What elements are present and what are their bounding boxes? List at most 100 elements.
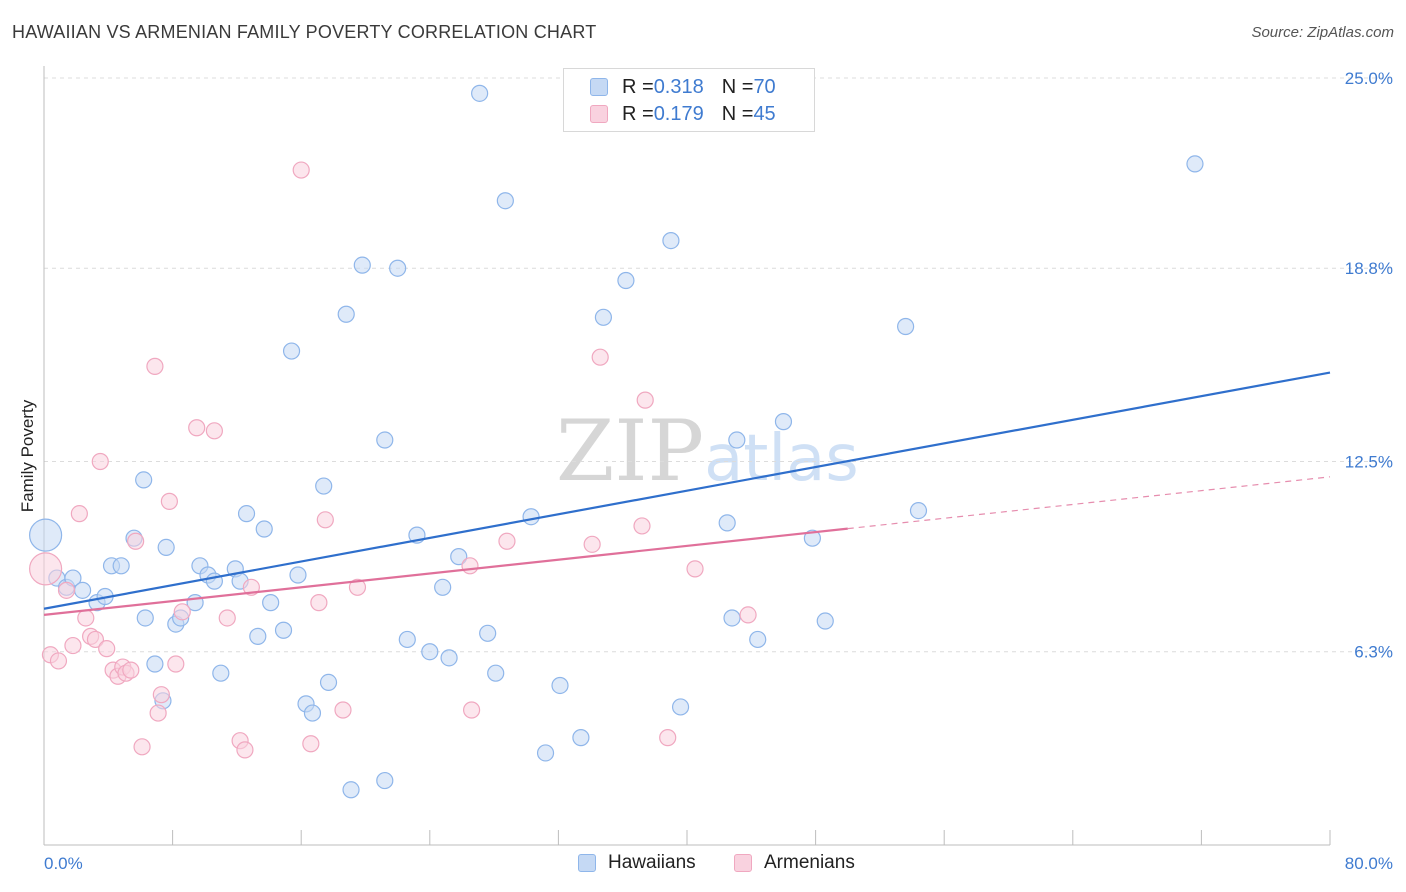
armenians-point xyxy=(64,636,82,655)
armenians-point xyxy=(167,655,185,673)
y-tick-label: 6.3% xyxy=(1354,643,1393,662)
hawaiians-point xyxy=(718,514,736,532)
legend-n-label: N = xyxy=(721,75,754,98)
hawaiians-point xyxy=(496,192,514,210)
series-legend: Hawaiians Armenians xyxy=(0,852,1406,876)
hawaiians-point xyxy=(671,698,690,716)
armenians-swatch xyxy=(590,105,608,123)
armenians-point xyxy=(461,557,479,575)
legend-r-label: R = xyxy=(622,75,654,98)
hawaiians-point xyxy=(389,259,407,277)
x-tick-label: 0.0% xyxy=(44,854,83,873)
hawaiians-point xyxy=(816,612,834,630)
y-tick-label: 18.8% xyxy=(1345,259,1393,278)
armenians-point xyxy=(49,652,68,670)
chart-title: HAWAIIAN VS ARMENIAN FAMILY POVERTY CORR… xyxy=(12,22,597,42)
hawaiians-point xyxy=(157,538,175,557)
legend-label-armenians: Armenians xyxy=(764,852,855,873)
hawaiians-point xyxy=(315,477,333,495)
armenians-point xyxy=(334,701,352,719)
armenians-trend-extension xyxy=(847,476,1331,530)
correlation-legend: R = 0.318 N = 70 R = 0.179 N = 45 xyxy=(563,68,815,132)
legend-n-value-hawaiians: 70 xyxy=(753,75,776,98)
armenians-point xyxy=(98,640,116,658)
hawaiians-point xyxy=(536,744,555,762)
hawaiians-point xyxy=(440,649,458,667)
armenians-point xyxy=(77,609,95,627)
legend-n-value-armenians: 45 xyxy=(753,102,776,125)
armenians-point xyxy=(218,609,236,627)
legend-item-hawaiians[interactable]: Hawaiians xyxy=(578,852,696,874)
hawaiians-point xyxy=(303,704,322,722)
tick-labels: 6.3% 12.5% 18.8% 25.0% 0.0% 80.0% xyxy=(44,69,1393,873)
hawaiians-point xyxy=(255,520,273,538)
armenians-point xyxy=(188,419,206,437)
armenians-point xyxy=(583,535,601,553)
armenians-point xyxy=(636,391,654,409)
legend-row-hawaiians: R = 0.318 N = 70 xyxy=(590,74,776,100)
armenians-point xyxy=(91,452,109,471)
hawaiians-point xyxy=(249,627,267,645)
hawaiians-point xyxy=(29,518,63,552)
hawaiians-point xyxy=(723,609,741,627)
hawaiians-point xyxy=(450,548,468,566)
legend-row-armenians: R = 0.179 N = 45 xyxy=(590,101,776,127)
armenians-point xyxy=(236,741,254,759)
armenians-point xyxy=(316,511,334,529)
axes xyxy=(43,66,1331,846)
hawaiians-point xyxy=(572,729,590,747)
armenians-point xyxy=(633,517,651,535)
hawaiians-point xyxy=(212,664,230,682)
legend-r-value-hawaiians: 0.318 xyxy=(653,75,704,98)
trend-lines xyxy=(43,371,1331,616)
hawaiians-point xyxy=(112,557,130,575)
y-tick-label: 25.0% xyxy=(1345,69,1393,88)
armenians-point xyxy=(127,532,145,550)
hawaiians-point xyxy=(337,305,355,323)
armenians-point xyxy=(739,606,757,624)
armenians-point xyxy=(149,704,167,722)
hawaiians-swatch xyxy=(590,78,608,96)
hawaiians-point xyxy=(289,566,307,584)
y-tick-label: 12.5% xyxy=(1345,453,1393,472)
data-points xyxy=(29,84,1204,799)
armenians-trend-line xyxy=(43,527,848,616)
hawaiians-point xyxy=(146,655,164,673)
armenians-point xyxy=(462,701,481,719)
hawaiians-point xyxy=(662,232,680,250)
armenians-point xyxy=(348,578,367,596)
zipatlas-watermark: ZIPatlas xyxy=(556,402,859,500)
hawaiians-point xyxy=(897,317,915,336)
hawaiians-point xyxy=(282,342,301,360)
x-tick-label: 80.0% xyxy=(1345,854,1393,873)
armenians-point xyxy=(659,729,677,747)
hawaiians-point xyxy=(135,471,153,489)
legend-r-value-armenians: 0.179 xyxy=(653,102,704,125)
hawaiians-point xyxy=(728,431,746,449)
hawaiians-point xyxy=(237,505,256,523)
legend-r-label: R = xyxy=(622,102,654,125)
hawaiians-point xyxy=(342,781,360,799)
hawaiians-point xyxy=(421,643,439,661)
hawaiians-point xyxy=(398,630,416,649)
armenians-point xyxy=(498,532,516,550)
armenians-point xyxy=(29,552,63,586)
armenians-point xyxy=(57,581,76,599)
hawaiians-point xyxy=(353,256,371,274)
legend-n-label: N = xyxy=(721,102,754,125)
legend-label-hawaiians: Hawaiians xyxy=(608,852,696,873)
armenians-point xyxy=(86,630,105,649)
armenians-point xyxy=(205,422,223,440)
hawaiians-point xyxy=(434,578,452,596)
hawaiians-point xyxy=(262,594,280,612)
hawaiians-point xyxy=(487,664,505,682)
armenians-point xyxy=(70,505,88,523)
hawaiians-point xyxy=(617,271,635,290)
watermark-zip: ZIP xyxy=(556,402,705,500)
armenians-point xyxy=(133,738,151,756)
armenians-point xyxy=(160,492,178,510)
legend-item-armenians[interactable]: Armenians xyxy=(734,852,855,874)
hawaiians-point xyxy=(274,621,293,639)
hawaiians-point xyxy=(319,673,338,691)
armenians-point xyxy=(122,661,140,679)
